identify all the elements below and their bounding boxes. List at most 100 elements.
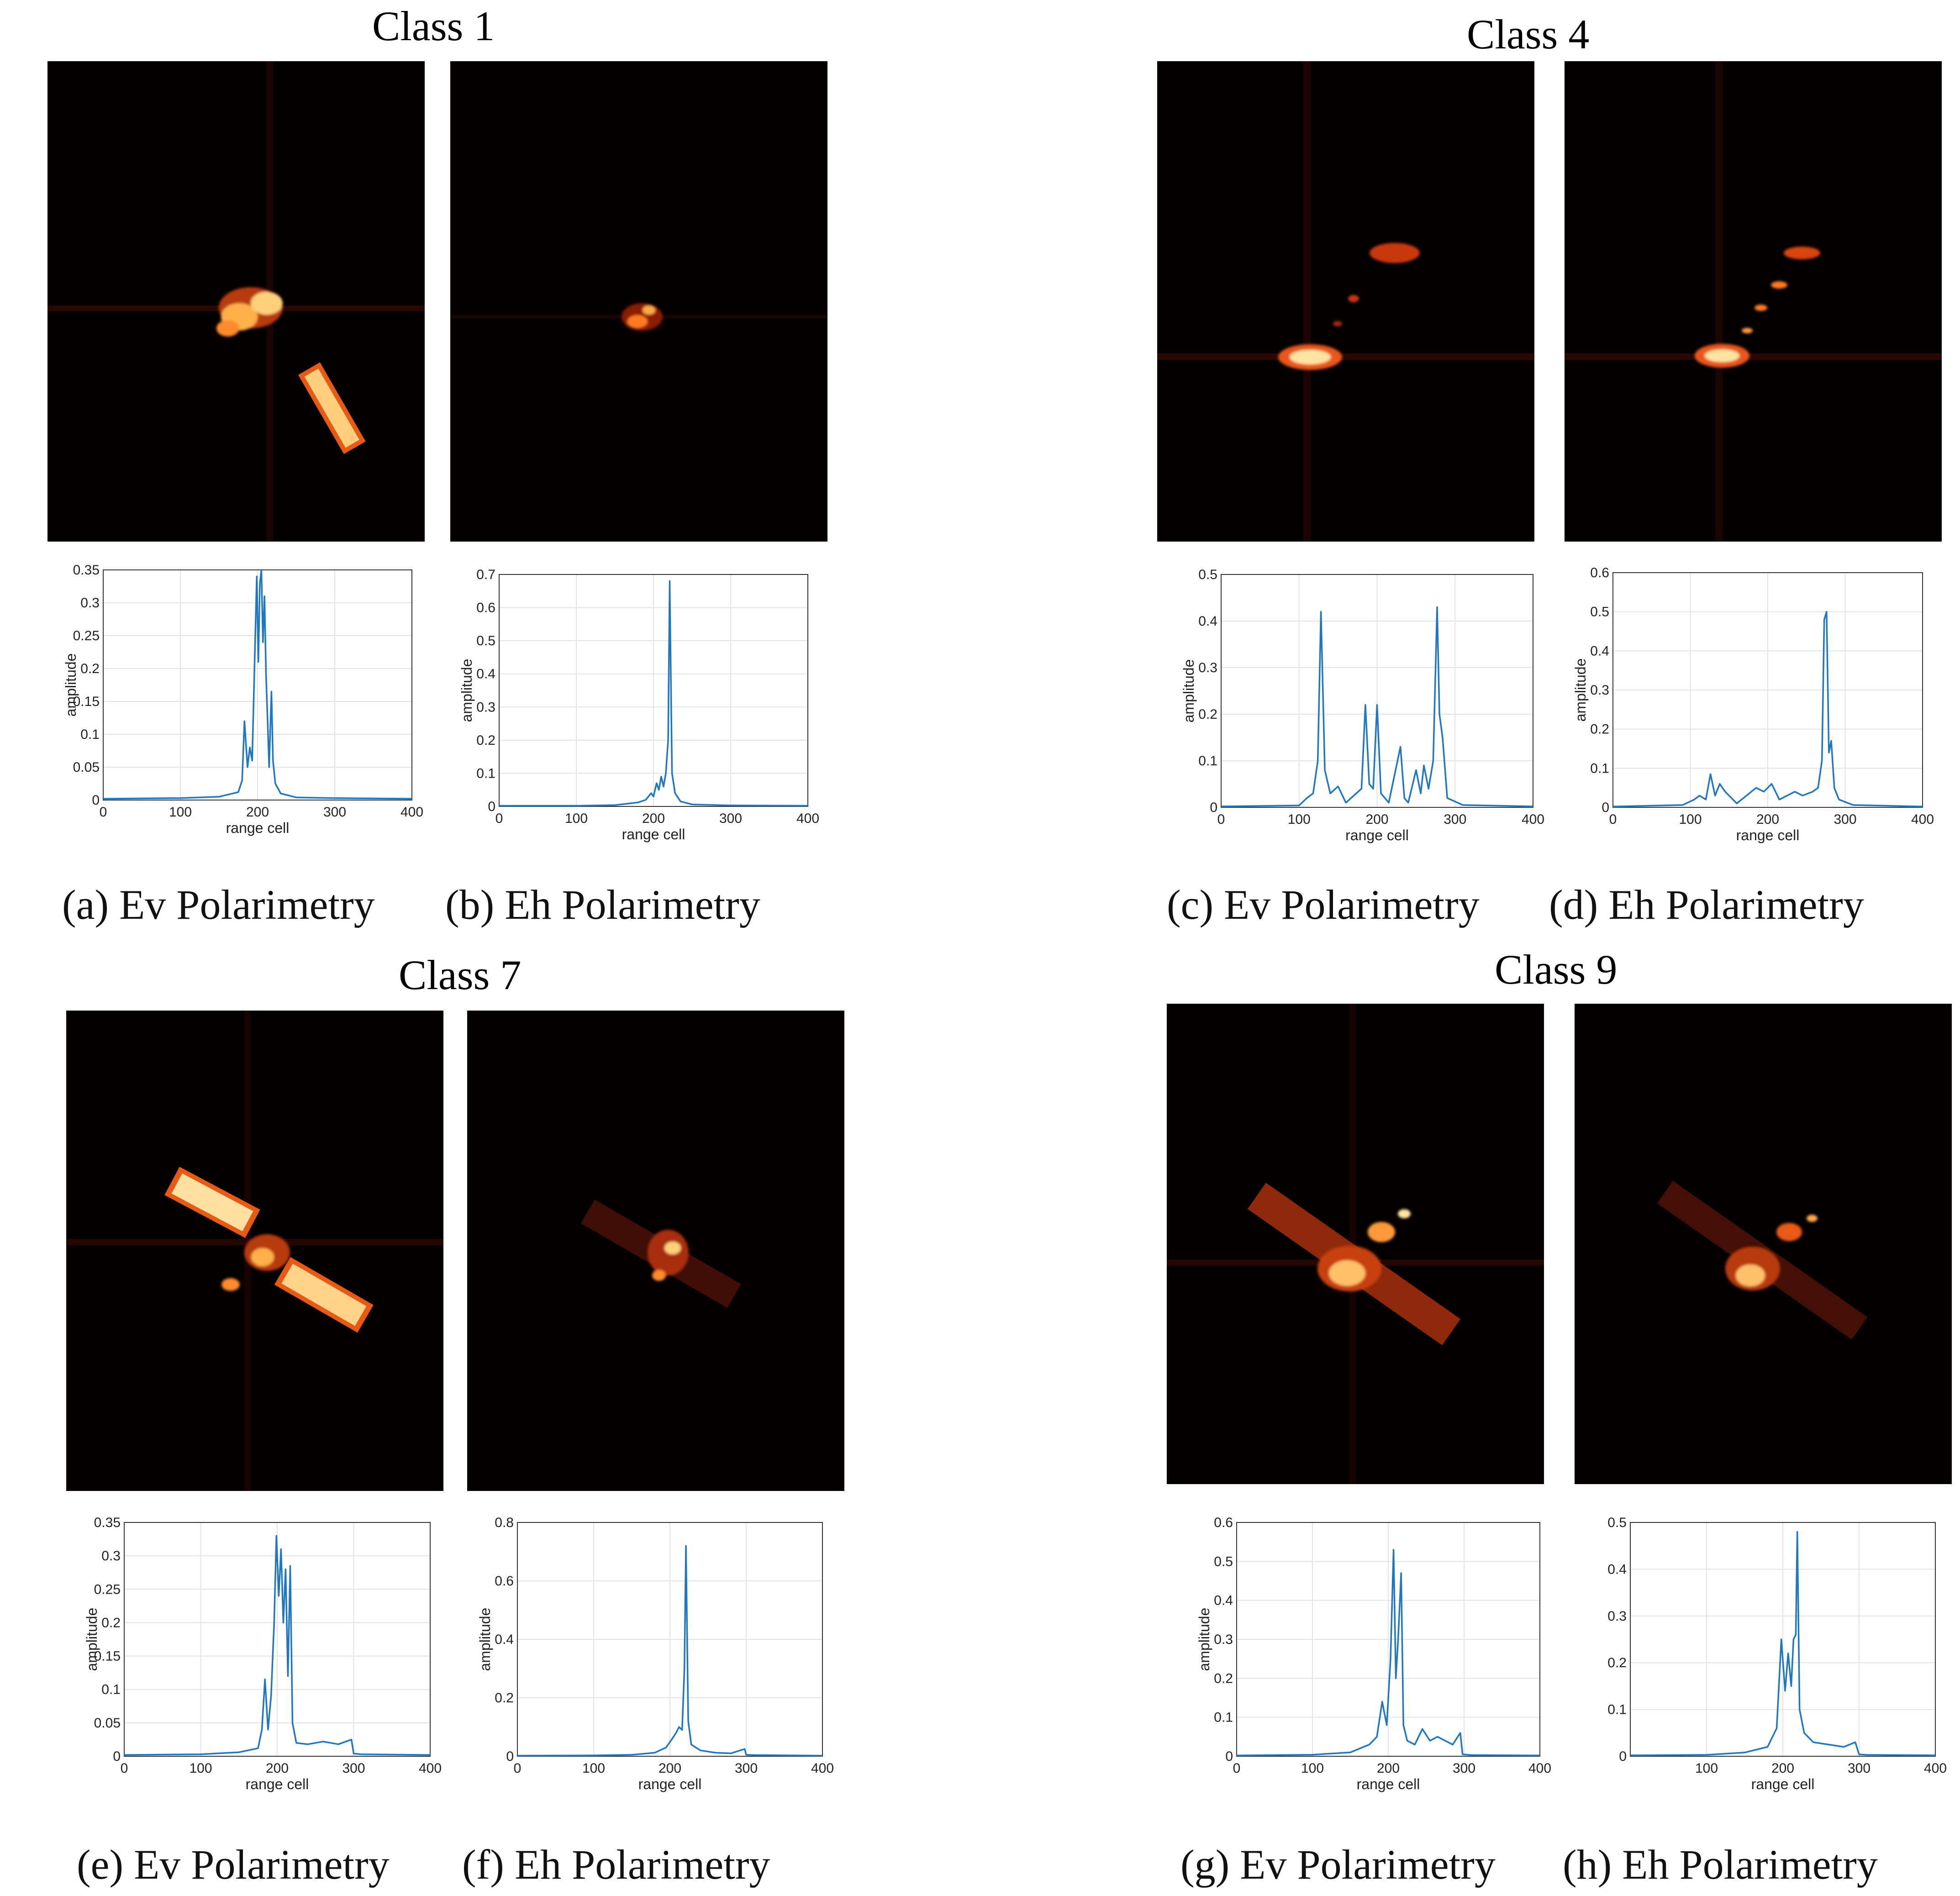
y-axis-label: amplitude: [477, 1608, 493, 1671]
x-tick-label: 300: [1444, 812, 1466, 827]
y-tick-label: 0.1: [1198, 753, 1217, 769]
panel-caption: (h) Eh Polarimetry: [1563, 1841, 1878, 1888]
panel-caption: (g) Ev Polarimetry: [1180, 1841, 1496, 1888]
x-tick-label: 200: [1771, 1761, 1794, 1776]
y-tick-label: 0.5: [1607, 1515, 1627, 1530]
y-tick-label: 0: [1225, 1749, 1233, 1764]
x-tick-label: 300: [1453, 1761, 1475, 1776]
y-tick-label: 0.2: [80, 661, 100, 676]
satellite-scatter-image: [581, 1200, 741, 1308]
amplitude-series-line: [1630, 1531, 1936, 1756]
y-tick-label: 0.3: [1214, 1632, 1233, 1647]
y-axis-label: amplitude: [458, 659, 475, 722]
x-tick-label: 200: [659, 1761, 681, 1776]
amplitude-series-line: [1612, 611, 1923, 808]
y-tick-label: 0: [92, 793, 100, 808]
y-tick-label: 0.3: [476, 700, 495, 715]
y-tick-label: 0.5: [1214, 1554, 1233, 1569]
amplitude-series-line: [124, 1535, 431, 1756]
class-title: Class 1: [372, 3, 495, 49]
y-tick-label: 0.4: [1198, 614, 1217, 629]
y-tick-label: 0: [1619, 1749, 1627, 1764]
y-tick-label: 0.3: [1590, 683, 1609, 698]
x-tick-label: 0: [495, 811, 503, 826]
isar-image: [1167, 1004, 1544, 1484]
line-chart: 0 100 200 300 400 0 0.1 0.2 0.3 0.4 0.5 0.6 range ce…: [1572, 565, 1934, 843]
x-axis-label: range cell: [1751, 1776, 1815, 1792]
x-tick-label: 200: [1377, 1761, 1400, 1776]
x-tick-label: 100: [1301, 1761, 1324, 1776]
y-tick-label: 0.5: [1198, 567, 1217, 582]
x-tick-label: 400: [400, 805, 423, 820]
x-axis-label: range cell: [1345, 827, 1409, 843]
y-axis-label: amplitude: [1180, 659, 1197, 723]
y-tick-label: 0.35: [94, 1515, 121, 1530]
y-tick-label: 0.4: [1214, 1593, 1233, 1608]
x-tick-label: 400: [1528, 1761, 1551, 1776]
amplitude-plot: 100 200 300 400 0 0.1 0.2 0.3 0.4 0.5 range cell: [1589, 1515, 1947, 1793]
x-tick-label: 100: [1679, 812, 1702, 827]
x-tick-label: 0: [121, 1761, 128, 1776]
y-tick-label: 0.6: [1214, 1515, 1233, 1530]
x-tick-label: 200: [642, 811, 665, 826]
x-tick-label: 200: [1365, 812, 1388, 827]
x-tick-label: 300: [1848, 1761, 1870, 1776]
y-tick-label: 0: [113, 1749, 121, 1764]
isar-image: [47, 61, 425, 542]
x-tick-label: 400: [1924, 1761, 1947, 1776]
x-tick-label: 0: [514, 1761, 522, 1776]
y-tick-label: 0.1: [476, 766, 495, 781]
x-axis-label: range cell: [1357, 1776, 1420, 1792]
y-axis-label: amplitude: [63, 653, 79, 717]
isar-image: [450, 61, 827, 542]
y-tick-label: 0.5: [1590, 605, 1609, 620]
y-tick-label: 0.2: [1607, 1655, 1627, 1670]
satellite-scatter-image: [1157, 61, 1534, 542]
satellite-scatter-image: [1167, 1004, 1544, 1484]
x-tick-label: 300: [323, 805, 346, 820]
x-axis-label: range cell: [246, 1776, 309, 1792]
amplitude-plot: 0 100 200 300 400 0 0.1 0.2 0.3 0.4 0.5 0.6 range ce…: [1572, 565, 1934, 844]
y-tick-label: 0: [1602, 800, 1609, 815]
amplitude-plot: 0 100 200 300 400 0 0.1 0.2 0.3 0.4 0.5 range cell a…: [1180, 567, 1544, 844]
isar-image: [1157, 61, 1534, 542]
plot-frame: [124, 1522, 431, 1757]
x-tick-label: 100: [565, 811, 588, 826]
satellite-scatter-image: [1565, 61, 1942, 542]
amplitude-plot: 0 100 200 300 400 0 0.2 0.4 0.6 0.8 range cell ampl…: [476, 1515, 834, 1793]
plot-frame: [1221, 574, 1533, 808]
line-chart: 0 100 200 300 400 0 0.05 0.1 0.15 0.2 0.25 0.3 0.35 r…: [84, 1515, 442, 1792]
amplitude-series-line: [1221, 606, 1533, 807]
plot-frame: [1612, 572, 1923, 808]
class-title: Class 7: [399, 952, 522, 998]
y-tick-label: 0.3: [101, 1548, 121, 1564]
class-title: Class 4: [1467, 11, 1590, 58]
panel-caption: (d) Eh Polarimetry: [1549, 881, 1864, 928]
x-tick-label: 200: [246, 805, 269, 820]
y-tick-label: 0.2: [476, 733, 495, 748]
x-tick-label: 400: [796, 811, 819, 826]
x-tick-label: 0: [1609, 812, 1617, 827]
y-tick-label: 0.7: [476, 567, 495, 582]
y-tick-label: 0.4: [495, 1632, 514, 1647]
y-tick-label: 0.6: [476, 600, 495, 616]
panel-caption: (a) Ev Polarimetry: [62, 881, 375, 928]
line-chart: 0 100 200 300 400 0 0.2 0.4 0.6 0.8 range cell ampl…: [477, 1515, 834, 1792]
y-tick-label: 0.25: [94, 1582, 121, 1597]
amplitude-series-line: [517, 1545, 823, 1757]
x-tick-label: 100: [1288, 812, 1311, 827]
line-chart: 0 100 200 300 400 0 0.05 0.1 0.15 0.2 0.25 0.3 0.35 r…: [63, 563, 423, 836]
satellite-scatter-image: [450, 303, 827, 331]
x-tick-label: 200: [1756, 812, 1779, 827]
satellite-scatter-image: [47, 61, 425, 542]
y-tick-label: 0.5: [476, 633, 495, 648]
y-axis-label: amplitude: [84, 1608, 100, 1671]
isar-image: [1575, 1004, 1952, 1484]
isar-image: [66, 1011, 443, 1491]
amplitude-plot: 0 100 200 300 400 0 0.1 0.2 0.3 0.4 0.5 0.6 0.7 range…: [458, 567, 819, 843]
y-axis-label: amplitude: [1196, 1608, 1212, 1671]
x-tick-label: 200: [266, 1761, 289, 1776]
x-tick-label: 400: [1911, 812, 1934, 827]
y-tick-label: 0.25: [73, 628, 100, 643]
y-tick-label: 0.2: [495, 1691, 514, 1706]
